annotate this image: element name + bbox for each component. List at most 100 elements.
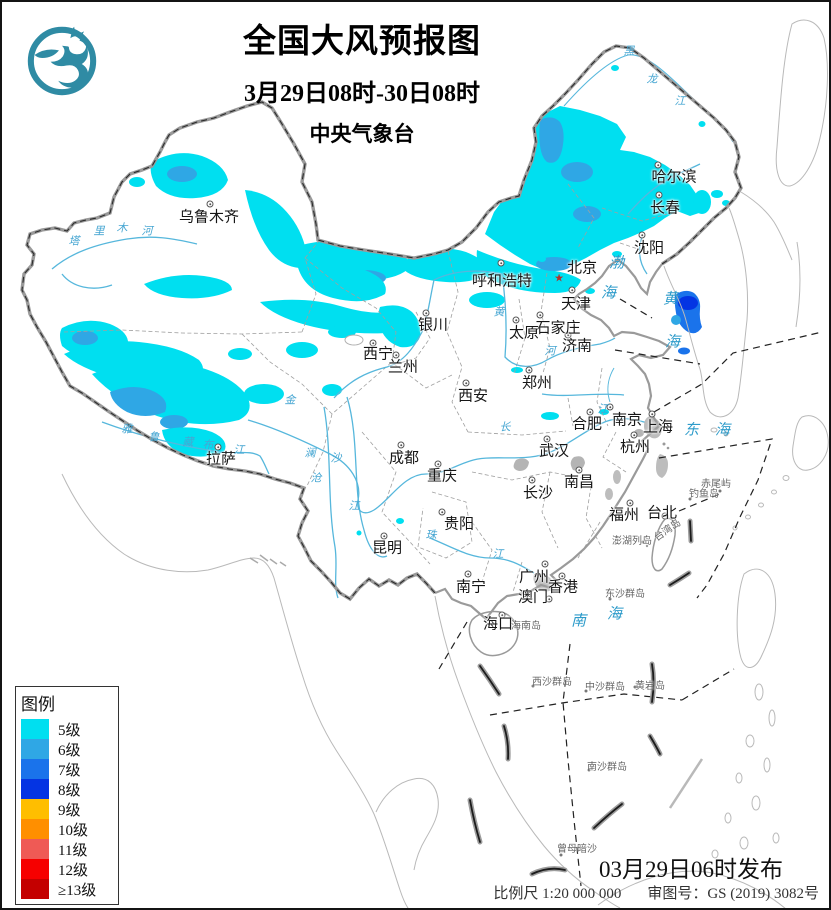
logo-ring (27, 26, 97, 96)
island-label: 南沙群岛 (587, 762, 627, 773)
legend-label: 5级 (58, 722, 81, 739)
city-label: 成都 (388, 450, 420, 467)
river-label: 里 (93, 225, 105, 238)
city-label: 澳门 (517, 589, 549, 606)
city-marker (380, 532, 388, 540)
sea-label: 海 (664, 334, 682, 351)
city-label: 台北 (646, 505, 678, 522)
river-label: 长 (499, 421, 511, 434)
legend-title: 图例 (21, 695, 55, 714)
agency-name: 中央气象台 (309, 122, 415, 146)
island-label: 曾母暗沙 (557, 844, 597, 855)
river-label: 沧 (310, 472, 322, 485)
river-label: 黑 (623, 45, 635, 58)
city-marker (422, 309, 430, 317)
city-marker (630, 431, 638, 439)
sea-label: 渤 (608, 255, 626, 272)
city-label: 南京 (611, 412, 643, 429)
city-marker (464, 570, 472, 578)
river-label: 河 (141, 225, 153, 238)
river-label: 澜 (304, 447, 316, 460)
river-label: 龙 (646, 73, 658, 86)
dragon-eye (67, 43, 72, 48)
legend-swatch (21, 859, 49, 879)
page-title: 全国大风预报图 (243, 24, 481, 60)
city-label: 天津 (560, 296, 592, 313)
city-marker (564, 331, 572, 339)
legend-swatch (21, 839, 49, 859)
island-dot-marker (718, 489, 722, 493)
sea-label: 南 (570, 613, 588, 630)
city-marker (638, 231, 646, 239)
city-marker (536, 311, 544, 319)
city-marker (528, 476, 536, 484)
city-marker (525, 366, 533, 374)
legend-label: 11级 (58, 842, 88, 859)
map-header: 全国大风预报图 3月29日08时-30日08时 中央气象台 (152, 14, 572, 148)
river-label: 布 (202, 439, 214, 452)
island-dot-marker (559, 853, 563, 857)
sea-label: 海 (600, 285, 618, 302)
city-label: 银川 (417, 317, 449, 334)
city-label: 香港 (547, 579, 579, 596)
legend-label: 7级 (58, 762, 81, 779)
city-marker (392, 351, 400, 359)
city-marker (558, 572, 566, 580)
legend-swatch (21, 799, 49, 819)
city-marker (626, 499, 634, 507)
island-label: 澎湖列岛 (612, 536, 652, 547)
island-label: 中沙群岛 (585, 682, 625, 693)
legend-row: ≥13级 (21, 879, 118, 899)
island-label: 海南岛 (511, 621, 541, 632)
river-label: 塔 (68, 235, 80, 248)
river-label: 鲁 (148, 431, 160, 444)
island-label: 西沙群岛 (532, 677, 572, 688)
city-label: 呼和浩特 (471, 273, 533, 290)
city-label: 合肥 (571, 416, 603, 433)
city-label: 海口 (482, 616, 514, 633)
city-label: 广州 (518, 569, 550, 586)
city-marker (541, 560, 549, 568)
legend-swatch (21, 719, 49, 739)
city-label: 西宁 (362, 346, 394, 363)
island-dot-marker (688, 497, 692, 501)
city-label: 沈阳 (633, 240, 665, 257)
river-label: 珠 (425, 529, 437, 542)
city-label: 太原 (508, 325, 540, 342)
legend-row: 8级 (21, 779, 118, 799)
legend-label: 10级 (58, 822, 89, 839)
city-label: 南昌 (563, 474, 595, 491)
wind-areas-land (60, 65, 733, 536)
legend-row: 6级 (21, 739, 118, 759)
city-label: 北京 (566, 260, 598, 277)
city-label: 武汉 (538, 443, 570, 460)
city-marker (369, 339, 377, 347)
river-label: 木 (116, 222, 128, 235)
legend-swatch (21, 759, 49, 779)
city-marker (545, 595, 553, 603)
city-label: 上海 (642, 419, 674, 436)
river-label: 沙 (330, 452, 342, 465)
wind-areas-sea (585, 288, 702, 355)
city-label: 郑州 (521, 375, 553, 392)
sea-label: 黄 (662, 291, 680, 308)
river-label: 江 (597, 403, 609, 416)
city-marker (498, 611, 506, 619)
city-label: 兰州 (387, 359, 419, 376)
legend-row: 12级 (21, 859, 118, 879)
nine-dash-line (467, 518, 694, 877)
issue-time: 03月29日06时发布 (599, 857, 783, 882)
city-marker (606, 403, 614, 411)
approval-number: 审图号：GS (2019) 3082号 (647, 886, 819, 902)
city-marker (214, 443, 222, 451)
legend-label: 9级 (58, 802, 81, 819)
province-boundaries (63, 183, 668, 593)
city-marker (655, 191, 663, 199)
city-label: 南宁 (455, 579, 487, 596)
city-marker (434, 460, 442, 468)
island-dot-marker (531, 684, 535, 688)
sea-label: 海 (714, 422, 732, 439)
city-marker (497, 259, 505, 267)
